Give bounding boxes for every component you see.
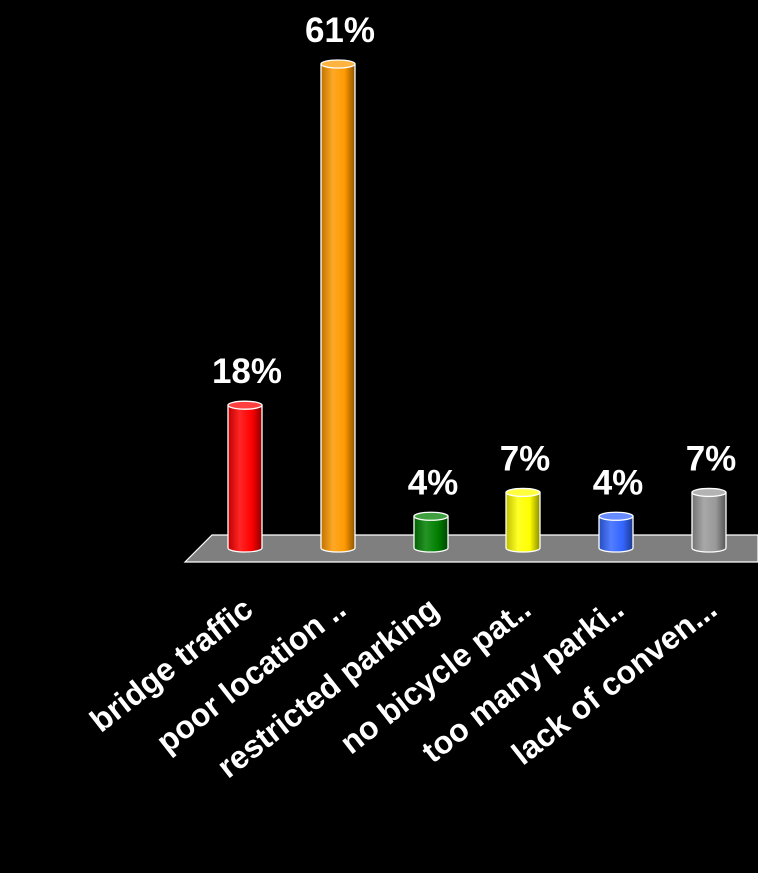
bar-0: [227, 400, 263, 553]
chart-floor: [183, 534, 758, 563]
value-label: 7%: [500, 439, 551, 478]
bar-5: [691, 487, 727, 553]
bar-3: [505, 487, 541, 553]
bar-1: [320, 59, 356, 553]
bar-top-cap: [227, 400, 263, 410]
value-label: 4%: [593, 463, 644, 502]
value-label: 61%: [305, 11, 375, 50]
bar-body: [320, 63, 356, 553]
bar-body: [227, 404, 263, 553]
bar-4: [598, 511, 634, 553]
value-label: 7%: [686, 439, 737, 478]
bar-body: [505, 491, 541, 553]
bar-body: [691, 491, 727, 553]
bar-body: [413, 515, 449, 553]
value-label: 4%: [408, 463, 459, 502]
bar-top-cap: [413, 511, 449, 521]
bar-top-cap: [598, 511, 634, 521]
bar-top-cap: [691, 487, 727, 498]
bar-top-cap: [320, 59, 356, 69]
bar-body: [598, 515, 634, 553]
value-label: 18%: [212, 352, 282, 391]
bar-top-cap: [505, 487, 541, 498]
bar-2: [413, 511, 449, 553]
